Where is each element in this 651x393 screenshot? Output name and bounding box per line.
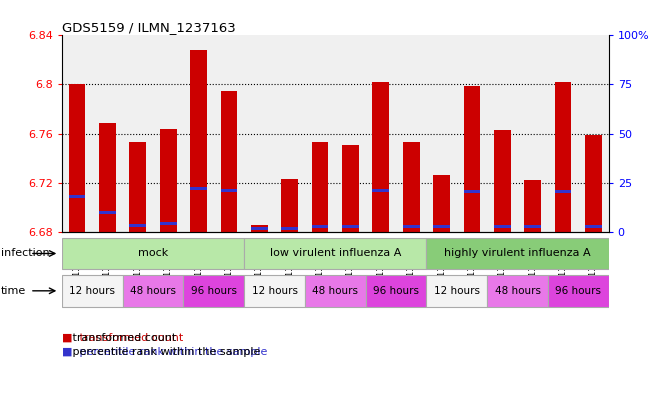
Bar [305,275,366,307]
Bar [494,130,510,232]
Bar [403,226,419,228]
Bar [434,175,450,232]
Bar [548,275,609,307]
Bar [62,237,244,270]
Text: 48 hours: 48 hours [130,286,176,296]
Text: ■  percentile rank within the sample: ■ percentile rank within the sample [62,347,267,357]
Text: 12 hours: 12 hours [251,286,298,296]
Text: 48 hours: 48 hours [495,286,540,296]
Bar [190,50,207,232]
Text: GDS5159 / ILMN_1237163: GDS5159 / ILMN_1237163 [62,21,236,34]
Bar [487,275,548,307]
Bar [281,227,298,230]
Bar [366,275,426,307]
Text: ■  transformed count: ■ transformed count [62,333,183,343]
Bar [159,129,176,232]
Bar [434,226,450,228]
Bar [62,275,122,307]
Text: highly virulent influenza A: highly virulent influenza A [444,248,591,259]
Text: 96 hours: 96 hours [373,286,419,296]
Bar [555,82,572,232]
Bar [190,187,207,191]
Bar [130,142,146,232]
Bar [426,237,609,270]
Bar [281,179,298,232]
Bar [585,135,602,232]
Bar [342,226,359,228]
Bar [251,227,268,230]
Text: low virulent influenza A: low virulent influenza A [270,248,401,259]
Text: mock: mock [138,248,168,259]
Bar [312,142,329,232]
Bar [426,275,487,307]
Text: 96 hours: 96 hours [191,286,237,296]
Bar [69,84,85,232]
Bar [251,224,268,232]
Bar [244,237,426,270]
Bar [221,91,237,232]
Bar [221,189,237,192]
Text: percentile rank within the sample: percentile rank within the sample [62,347,260,357]
Bar [403,142,419,232]
Bar [585,226,602,228]
Bar [372,189,389,192]
Text: 12 hours: 12 hours [434,286,480,296]
Bar [525,226,541,228]
Bar [69,195,85,198]
Bar [525,180,541,232]
Bar [122,275,184,307]
Bar [312,226,329,228]
Bar [555,190,572,193]
Bar [372,82,389,232]
Text: time: time [1,286,26,296]
Bar [244,275,305,307]
Bar [159,222,176,225]
Bar [464,190,480,193]
Bar [464,86,480,232]
Text: 48 hours: 48 hours [312,286,358,296]
Bar [184,275,244,307]
Bar [342,145,359,232]
Bar [130,224,146,227]
Bar [99,123,116,232]
Text: transformed count: transformed count [62,333,176,343]
Bar [494,226,510,228]
Bar [99,211,116,214]
Text: 12 hours: 12 hours [69,286,115,296]
Text: infection: infection [1,248,49,259]
Text: 96 hours: 96 hours [555,286,602,296]
